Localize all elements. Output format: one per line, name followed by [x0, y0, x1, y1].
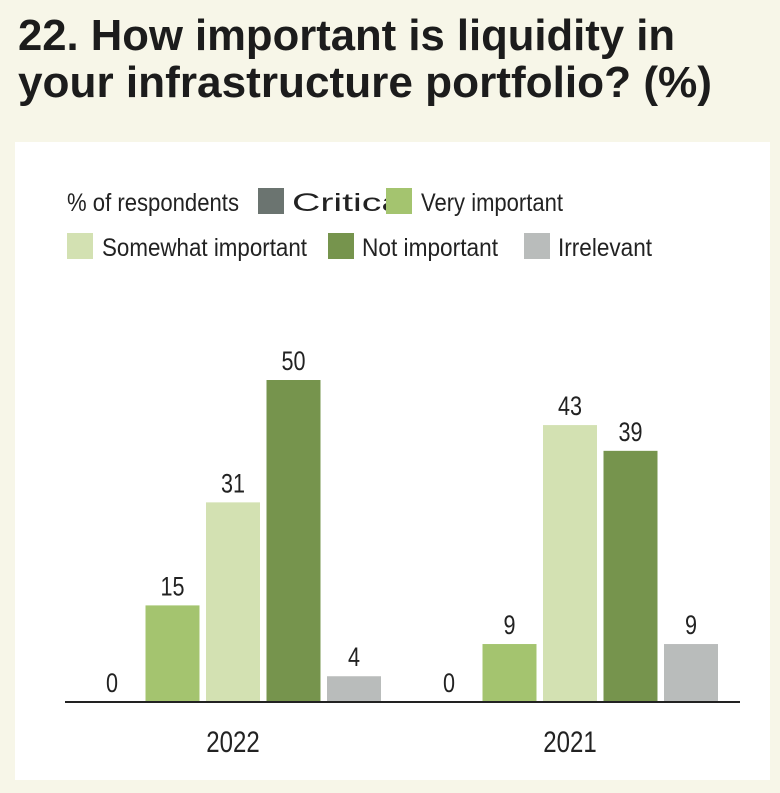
bar-2022-4 — [327, 676, 381, 702]
legend-label-4: Irrelevant — [558, 234, 652, 262]
data-label-2021-3: 39 — [618, 418, 642, 448]
data-label-2021-0: 0 — [443, 669, 455, 699]
chart-title-line-2: your infrastructure portfolio? (%) — [18, 58, 712, 107]
legend-swatch-1 — [386, 188, 412, 214]
data-label-2022-3: 50 — [281, 347, 305, 377]
legend-title: % of respondents — [67, 189, 239, 217]
data-label-2022-2: 31 — [221, 469, 245, 499]
bar-2021-4 — [664, 644, 718, 702]
legend-label-1: Very important — [421, 189, 563, 217]
data-label-2021-2: 43 — [558, 392, 582, 422]
legend-swatch-0 — [258, 188, 284, 214]
bars: 0 15 31 50 4 0 9 43 39 9 — [106, 347, 718, 702]
data-label-2021-1: 9 — [503, 611, 515, 641]
legend-swatch-4 — [524, 233, 550, 259]
legend-swatch-2 — [67, 233, 93, 259]
category-label-2022: 2022 — [206, 724, 259, 758]
legend-label-2: Somewhat important — [102, 234, 307, 262]
legend-swatch-3 — [328, 233, 354, 259]
data-label-2022-1: 15 — [160, 572, 184, 602]
bar-2021-2 — [543, 425, 597, 702]
category-labels: 2022 2021 — [206, 724, 596, 758]
category-label-2021: 2021 — [543, 724, 596, 758]
bar-2022-1 — [145, 605, 200, 702]
data-label-2022-4: 4 — [348, 643, 360, 673]
bar-2022-3 — [266, 380, 321, 702]
legend-label-3: Not important — [362, 234, 498, 262]
bar-2021-3 — [603, 450, 658, 702]
bar-2021-1 — [482, 644, 537, 702]
data-label-2021-4: 9 — [685, 611, 697, 641]
chart-title-line-1: 22. How important is liquidity in — [18, 11, 675, 60]
bar-2022-2 — [206, 502, 260, 702]
data-label-2022-0: 0 — [106, 669, 118, 699]
